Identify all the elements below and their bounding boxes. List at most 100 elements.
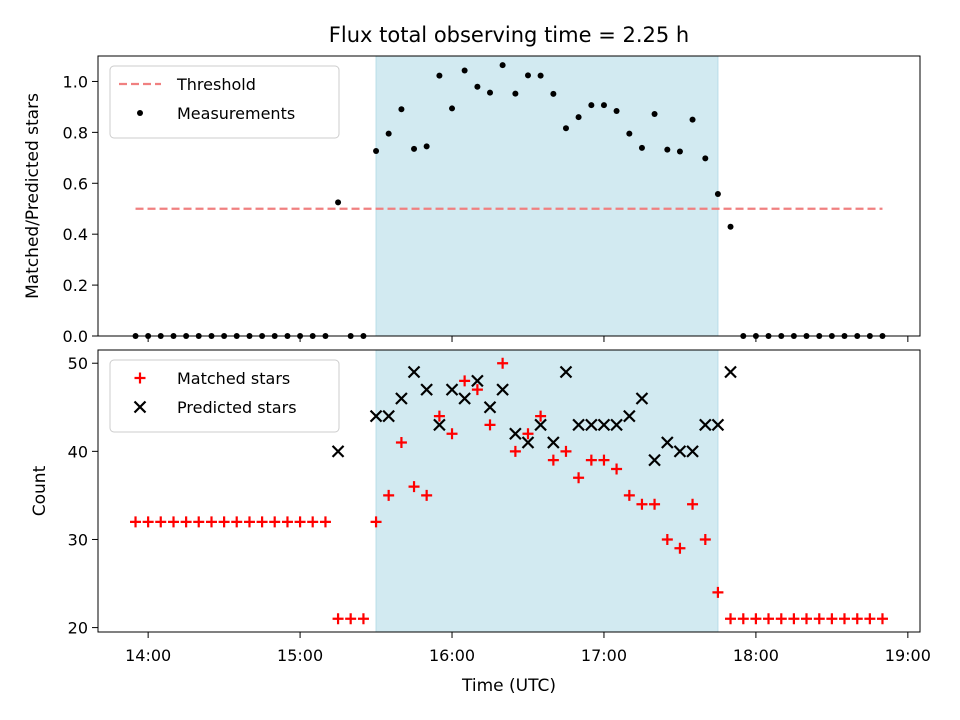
- top-measurements-point: [727, 223, 734, 230]
- bottom-matched-stars-point: [471, 384, 483, 396]
- bottom-matched-stars-point: [497, 357, 509, 369]
- bottom-observing-window-shade: [375, 349, 719, 633]
- bottom-predicted-stars-point: [686, 445, 699, 458]
- bottom-matched-stars-point: [180, 516, 192, 528]
- bottom-predicted-stars-point: [585, 418, 598, 432]
- bottom-matched-stars-point: [421, 489, 433, 501]
- bottom-y-tick-label: 50: [68, 354, 88, 373]
- top-measurements-point: [600, 102, 607, 109]
- bottom-y-tick-label: 20: [68, 619, 88, 638]
- bottom-matched-stars-point: [395, 437, 407, 449]
- bottom-matched-stars-point: [459, 375, 471, 387]
- bottom-y-tick-label: 30: [68, 530, 88, 549]
- bottom-matched-stars-point: [661, 533, 673, 545]
- bottom-matched-stars-point: [319, 516, 331, 528]
- bottom-matched-stars-point: [142, 516, 154, 528]
- bottom-matched-stars-point: [535, 410, 547, 422]
- top-measurements-point: [487, 89, 494, 96]
- bottom-matched-stars-point: [332, 613, 344, 625]
- top-measurements-point: [524, 72, 531, 79]
- bottom-matched-stars-point: [357, 613, 369, 625]
- top-measurements-point: [411, 145, 418, 152]
- bottom-matched-stars-point: [611, 463, 623, 475]
- bottom-matched-stars-point: [699, 533, 711, 545]
- bottom-matched-stars-point: [801, 613, 812, 625]
- top-measurements-point: [676, 148, 683, 155]
- bottom-predicted-stars-point: [496, 383, 509, 396]
- top-measurements-point: [335, 199, 342, 206]
- bottom-matched-stars-point: [876, 613, 888, 625]
- bottom-matched-stars-point: [218, 516, 230, 528]
- bottom-matched-stars-point: [725, 613, 737, 625]
- bottom-matched-stars-point: [307, 516, 319, 528]
- bottom-predicted-stars-point: [369, 409, 383, 423]
- bottom-matched-stars-point: [826, 613, 838, 625]
- bottom-predicted-stars-point: [407, 365, 421, 379]
- bottom-matched-stars-point: [649, 498, 661, 510]
- bottom-matched-stars-point: [737, 613, 749, 625]
- top-measurements-point: [702, 155, 709, 162]
- bottom-matched-stars-point: [345, 613, 357, 625]
- top-legend: Threshold Measurements: [109, 65, 340, 139]
- bottom-predicted-stars-point: [547, 436, 560, 449]
- top-measurements-point: [449, 105, 456, 112]
- bottom-predicted-stars-point: [699, 418, 712, 432]
- bottom-matched-stars-point: [547, 454, 559, 466]
- top-measurements-point: [613, 107, 620, 114]
- bottom-matched-stars-point: [383, 489, 395, 501]
- top-measurements-point: [436, 72, 443, 79]
- bottom-x-tick-label: 14:00: [125, 646, 171, 665]
- top-measurements-point: [423, 143, 430, 150]
- top-measurements-point: [651, 111, 658, 118]
- bottom-predicted-stars-point: [648, 453, 661, 467]
- bottom-predicted-stars-point: [623, 409, 636, 423]
- bottom-matched-stars-point: [560, 445, 572, 457]
- bottom-matched-stars-point: [687, 498, 699, 510]
- top-legend-box: [109, 65, 340, 139]
- bottom-matched-stars-point: [193, 516, 205, 528]
- top-measurements-point: [638, 144, 645, 151]
- bottom-matched-stars-point: [231, 516, 243, 528]
- bottom-matched-stars-point: [433, 410, 445, 422]
- bottom-matched-stars-point: [750, 613, 762, 625]
- bottom-predicted-stars-point: [521, 436, 535, 449]
- bottom-predicted-stars-point: [597, 418, 611, 432]
- top-y-tick-label: 1.0: [63, 72, 88, 91]
- bottom-matched-stars-point: [585, 454, 597, 466]
- bottom-legend-matched-stars-label: Matched stars: [177, 369, 290, 388]
- top-measurements-point: [474, 83, 481, 90]
- bottom-predicted-stars-point: [331, 445, 345, 458]
- bottom-matched-stars-point: [206, 516, 217, 528]
- bottom-y-tick-label: 40: [68, 442, 88, 461]
- bottom-predicted-stars-point: [433, 418, 446, 432]
- bottom-predicted-stars-point: [458, 392, 471, 405]
- top-y-tick-label: 0.4: [63, 225, 88, 244]
- bottom-legend-matched-stars-swatch: [134, 372, 146, 384]
- bottom-matched-stars-point: [573, 472, 585, 484]
- top-y-tick-label: 0.2: [63, 276, 88, 295]
- top-y-tick-label: 0.6: [63, 174, 88, 193]
- bottom-matched-stars-point: [509, 445, 521, 457]
- bottom-matched-stars-point: [370, 516, 382, 528]
- bottom-matched-stars-point: [243, 516, 255, 528]
- bottom-predicted-stars-point: [559, 365, 573, 379]
- bottom-x-axis-label: Time (UTC): [461, 676, 556, 696]
- top-y-axis-label: Matched/Predicted stars: [23, 93, 43, 299]
- top-measurements-point: [714, 190, 721, 197]
- top-observing-window-shade: [375, 55, 719, 337]
- bottom-matched-stars-point: [623, 489, 635, 501]
- bottom-predicted-stars-point: [534, 418, 547, 432]
- bottom-matched-stars-point: [598, 454, 610, 466]
- bottom-matched-stars-point: [813, 613, 825, 625]
- top-measurements-point: [664, 146, 671, 153]
- top-measurements-point: [689, 116, 696, 123]
- bottom-matched-stars-point: [408, 481, 420, 493]
- bottom-legend-box: [109, 359, 340, 433]
- bottom-x-tick-label: 18:00: [733, 646, 779, 665]
- bottom-matched-stars-point: [155, 516, 167, 528]
- bottom-matched-stars-point: [281, 516, 293, 528]
- bottom-legend: Matched stars Predicted stars: [109, 359, 340, 433]
- bottom-predicted-stars-point: [673, 445, 687, 458]
